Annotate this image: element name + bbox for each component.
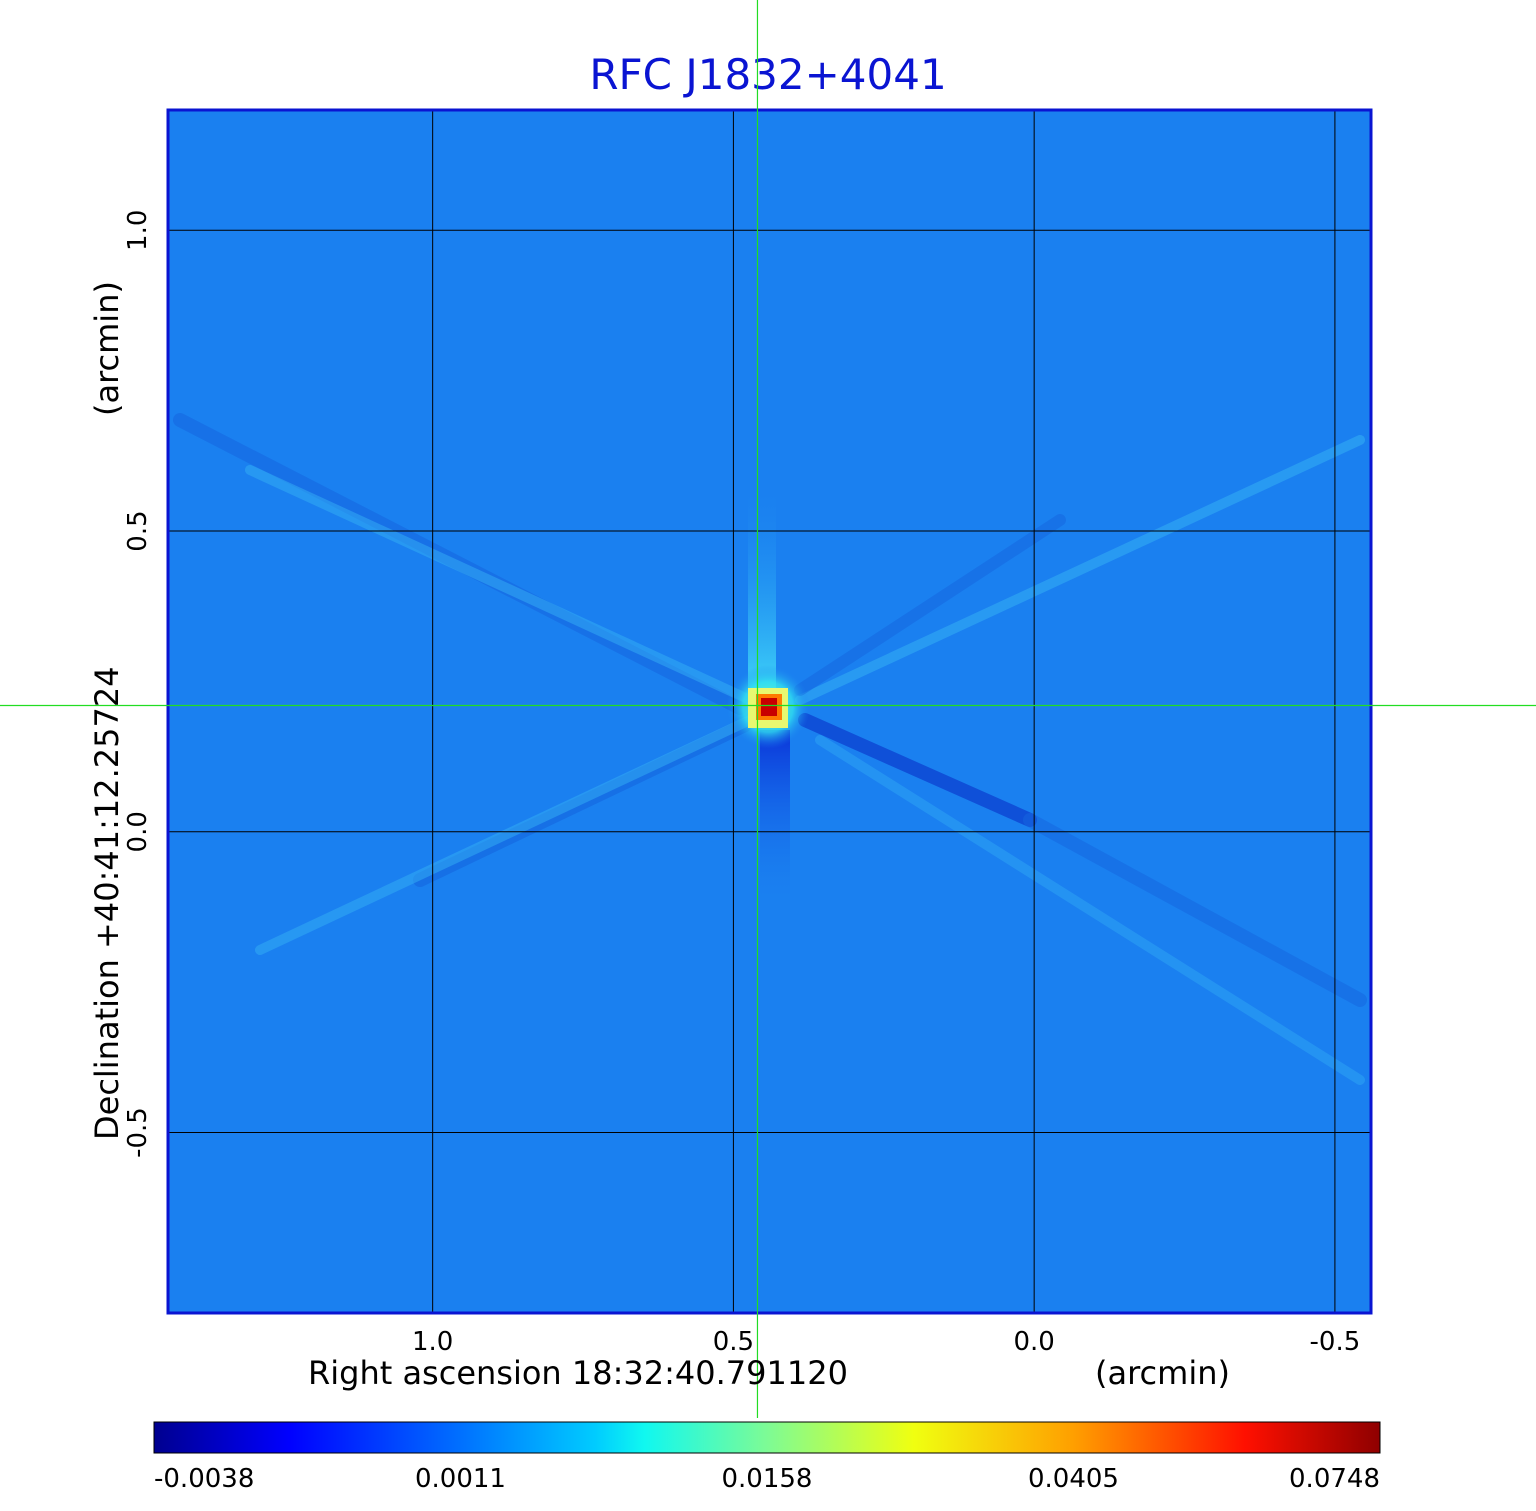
colorbar [153, 1421, 1381, 1454]
sidelobe-streak [245, 465, 755, 705]
plot-frame [166, 108, 1373, 1315]
y-tick-label: 1.0 [123, 210, 153, 251]
y-axis-unit: (arcmin) [88, 281, 126, 416]
sidelobe-streak [795, 435, 1365, 705]
colorbar-tick-labels: -0.0038 0.0011 0.0158 0.0405 0.0748 [154, 1464, 1380, 1494]
y-tick-labels: 1.0 0.5 0.0 -0.5 [123, 210, 153, 1158]
x-axis-label: Right ascension 18:32:40.791120 [308, 1354, 848, 1392]
sidelobe-streaks [173, 413, 1367, 1085]
x-axis-unit: (arcmin) [1095, 1354, 1230, 1392]
sidelobe-streak [798, 713, 1037, 827]
colorbar-tick-label: 0.0158 [722, 1464, 813, 1494]
y-tick-label: 0.0 [123, 811, 153, 852]
emission-jet-north [748, 480, 776, 690]
grid-lines [168, 110, 1371, 1313]
y-axis-label: Declination +40:41:12.25724 [88, 666, 126, 1140]
colorbar-tick-label: -0.0038 [154, 1464, 254, 1494]
sidelobe-streak [794, 514, 1066, 696]
y-tick-label: 0.5 [123, 510, 153, 551]
x-tick-label: -0.5 [1310, 1327, 1361, 1357]
colorbar-tick-label: 0.0011 [415, 1464, 506, 1494]
x-tick-labels: 1.0 0.5 0.0 -0.5 [412, 1327, 1360, 1357]
colorbar-tick-label: 0.0405 [1028, 1464, 1119, 1494]
x-tick-label: 1.0 [412, 1327, 453, 1357]
source-peak [761, 698, 777, 716]
y-tick-label: -0.5 [123, 1107, 153, 1158]
emission-jet-south [760, 730, 790, 910]
colorbar-tick-label: 0.0748 [1289, 1464, 1380, 1494]
sidelobe-streak [815, 735, 1365, 1085]
crosshair [0, 0, 1536, 1418]
x-tick-label: 0.5 [713, 1327, 754, 1357]
chart-title: RFC J1832+4041 [589, 50, 947, 99]
sidelobe-streak [1023, 813, 1367, 1007]
sidelobe-streak [255, 715, 755, 955]
x-tick-label: 0.0 [1013, 1327, 1054, 1357]
